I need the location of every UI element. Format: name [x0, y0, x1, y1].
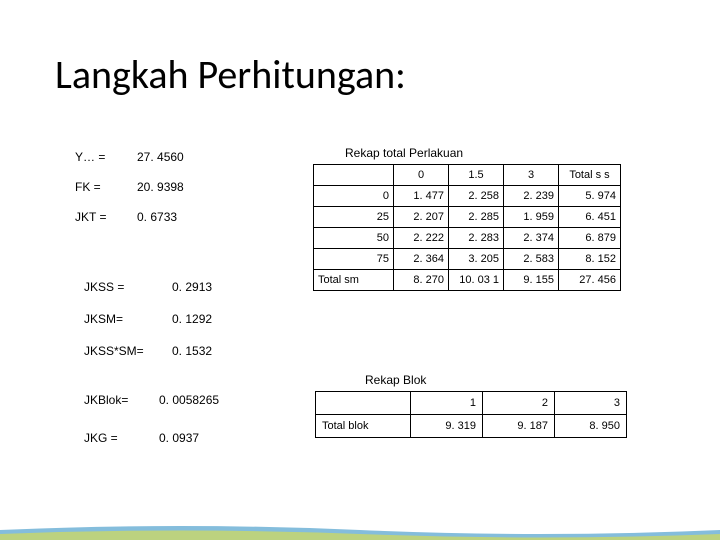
- table-row: Total blok 9. 319 9. 187 8. 950: [316, 415, 627, 438]
- table-cell: 25: [314, 207, 394, 228]
- blok-table: 1 2 3 Total blok 9. 319 9. 187 8. 950: [315, 391, 627, 438]
- table-cell: 2. 364: [394, 249, 449, 270]
- table-cell: 2. 285: [449, 207, 504, 228]
- pairs-mid: JKSS = 0. 2913 JKSM= 0. 1292 JKSS*SM= 0.…: [84, 280, 212, 376]
- pair-label: JKSS*SM=: [84, 344, 172, 358]
- pair-jkss: JKSS = 0. 2913: [84, 280, 212, 294]
- table-cell: 3: [504, 165, 559, 186]
- pair-value: 0. 0937: [159, 431, 199, 445]
- table-cell: 2. 583: [504, 249, 559, 270]
- pair-label: FK =: [75, 180, 137, 194]
- table-cell: 8. 270: [394, 270, 449, 291]
- perlakuan-table: 0 1.5 3 Total s s 0 1. 477 2. 258 2. 239…: [313, 164, 621, 291]
- table-cell: 1. 477: [394, 186, 449, 207]
- table-cell: 27. 456: [559, 270, 621, 291]
- table-cell: 3. 205: [449, 249, 504, 270]
- pair-value: 20. 9398: [137, 180, 197, 194]
- table-cell: 50: [314, 228, 394, 249]
- pair-label: JKSM=: [84, 312, 172, 326]
- table-cell: 9. 319: [411, 415, 483, 438]
- pair-fk: FK = 20. 9398: [75, 180, 197, 194]
- page-title: Langkah Perhitungan:: [55, 50, 406, 99]
- table-row: 50 2. 222 2. 283 2. 374 6. 879: [314, 228, 621, 249]
- table-cell: 2. 222: [394, 228, 449, 249]
- pair-value: 0. 2913: [172, 280, 212, 294]
- blok-title: Rekap Blok: [365, 373, 426, 387]
- perlakuan-title: Rekap total Perlakuan: [345, 146, 463, 160]
- table-total-row: Total sm 8. 270 10. 03 1 9. 155 27. 456: [314, 270, 621, 291]
- table-cell: 9. 155: [504, 270, 559, 291]
- pair-value: 0. 0058265: [159, 393, 219, 407]
- table-cell: 2. 283: [449, 228, 504, 249]
- table-cell: 3: [555, 392, 627, 415]
- table-cell: 2. 374: [504, 228, 559, 249]
- table-cell: 8. 152: [559, 249, 621, 270]
- pair-y: Y… = 27. 4560: [75, 150, 197, 164]
- table-cell: 1: [411, 392, 483, 415]
- table-row: 25 2. 207 2. 285 1. 959 6. 451: [314, 207, 621, 228]
- pair-label: JKSS =: [84, 280, 172, 294]
- pairs-top: Y… = 27. 4560 FK = 20. 9398 JKT = 0. 673…: [75, 150, 197, 240]
- table-header-row: 1 2 3: [316, 392, 627, 415]
- pair-label: JKBlok=: [84, 393, 159, 407]
- table-cell: [314, 165, 394, 186]
- pair-jkg: JKG = 0. 0937: [84, 431, 219, 445]
- pair-value: 0. 6733: [137, 210, 197, 224]
- table-cell: [316, 392, 411, 415]
- table-cell: 6. 879: [559, 228, 621, 249]
- pair-jkblok: JKBlok= 0. 0058265: [84, 393, 219, 407]
- table-cell: 2: [483, 392, 555, 415]
- pair-value: 27. 4560: [137, 150, 197, 164]
- pair-label: JKT =: [75, 210, 137, 224]
- table-cell: 2. 207: [394, 207, 449, 228]
- table-row: 0 1. 477 2. 258 2. 239 5. 974: [314, 186, 621, 207]
- pair-value: 0. 1292: [172, 312, 212, 326]
- table-cell: 0: [314, 186, 394, 207]
- pairs-bot: JKBlok= 0. 0058265 JKG = 0. 0937: [84, 393, 219, 469]
- pair-jkt: JKT = 0. 6733: [75, 210, 197, 224]
- table-header-row: 0 1.5 3 Total s s: [314, 165, 621, 186]
- table-cell: 2. 239: [504, 186, 559, 207]
- table-cell: 5. 974: [559, 186, 621, 207]
- pair-jksssm: JKSS*SM= 0. 1532: [84, 344, 212, 358]
- table-cell: 1.5: [449, 165, 504, 186]
- table-cell: 75: [314, 249, 394, 270]
- pair-label: JKG =: [84, 431, 159, 445]
- table-cell: 8. 950: [555, 415, 627, 438]
- table-cell: Total sm: [314, 270, 394, 291]
- table-cell: Total s s: [559, 165, 621, 186]
- pair-jksm: JKSM= 0. 1292: [84, 312, 212, 326]
- pair-label: Y… =: [75, 150, 137, 164]
- table-cell: 2. 258: [449, 186, 504, 207]
- table-cell: 10. 03 1: [449, 270, 504, 291]
- pair-value: 0. 1532: [172, 344, 212, 358]
- table-row: 75 2. 364 3. 205 2. 583 8. 152: [314, 249, 621, 270]
- table-cell: Total blok: [316, 415, 411, 438]
- table-cell: 6. 451: [559, 207, 621, 228]
- table-cell: 1. 959: [504, 207, 559, 228]
- table-cell: 0: [394, 165, 449, 186]
- decorative-waves: [0, 522, 720, 540]
- table-cell: 9. 187: [483, 415, 555, 438]
